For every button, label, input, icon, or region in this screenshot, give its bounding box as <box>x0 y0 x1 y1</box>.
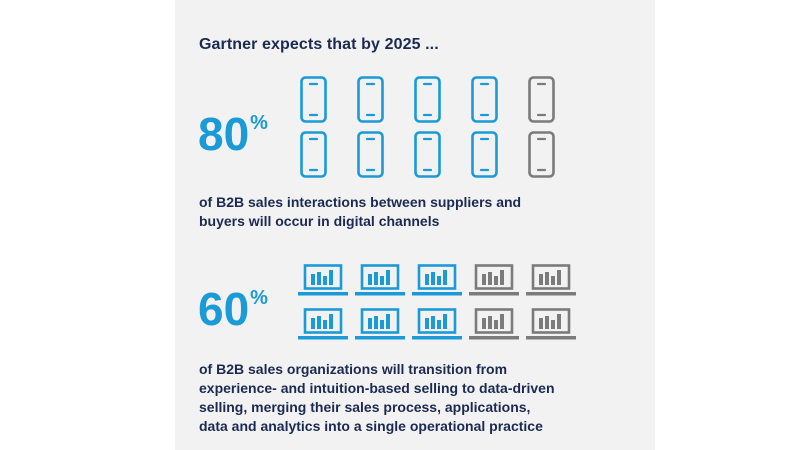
stat-60-description: of B2B sales organizations will transiti… <box>199 360 579 436</box>
stat-60-description-line: selling, merging their sales process, ap… <box>199 399 531 415</box>
stat-60-unit: % <box>250 287 268 309</box>
stat-80-value: 80% <box>198 111 268 157</box>
smartphone-icon <box>528 76 555 123</box>
smartphone-icon <box>300 131 327 178</box>
stat-60-description-line: data and analytics into a single operati… <box>199 418 543 434</box>
smartphone-icon <box>357 131 384 178</box>
stat-60-description-line: of B2B sales organizations will transiti… <box>199 361 508 377</box>
laptop-chart-icon <box>526 308 576 340</box>
laptop-chart-icon <box>469 264 519 296</box>
laptop-chart-icon <box>298 308 348 340</box>
stat-60-value: 60% <box>198 286 268 332</box>
laptop-chart-icon <box>412 264 462 296</box>
smartphone-icon <box>471 76 498 123</box>
stat-80-description-line: of B2B sales interactions between suppli… <box>199 194 522 210</box>
laptop-chart-icon <box>298 264 348 296</box>
smartphone-icon <box>300 76 327 123</box>
smartphone-icon <box>414 76 441 123</box>
laptop-chart-icon <box>355 264 405 296</box>
stat-80-unit: % <box>250 112 268 134</box>
stat-60-description-line: experience- and intuition-based selling … <box>199 380 555 396</box>
laptop-chart-icon <box>355 308 405 340</box>
infographic-card <box>175 0 655 450</box>
stat-80-description-line: buyers will occur in digital channels <box>199 213 440 229</box>
laptop-chart-icon <box>526 264 576 296</box>
smartphone-icon <box>414 131 441 178</box>
smartphone-icon <box>528 131 555 178</box>
stat-80-number: 80 <box>198 108 250 160</box>
smartphone-icon <box>357 76 384 123</box>
laptop-chart-icon <box>412 308 462 340</box>
smartphone-pictogram <box>300 76 555 178</box>
infographic-heading: Gartner expects that by 2025 ... <box>199 36 439 53</box>
stat-80-description: of B2B sales interactions between suppli… <box>199 193 559 231</box>
smartphone-icon <box>471 131 498 178</box>
laptop-chart-pictogram <box>298 264 576 340</box>
laptop-chart-icon <box>469 308 519 340</box>
stat-60-number: 60 <box>198 283 250 335</box>
